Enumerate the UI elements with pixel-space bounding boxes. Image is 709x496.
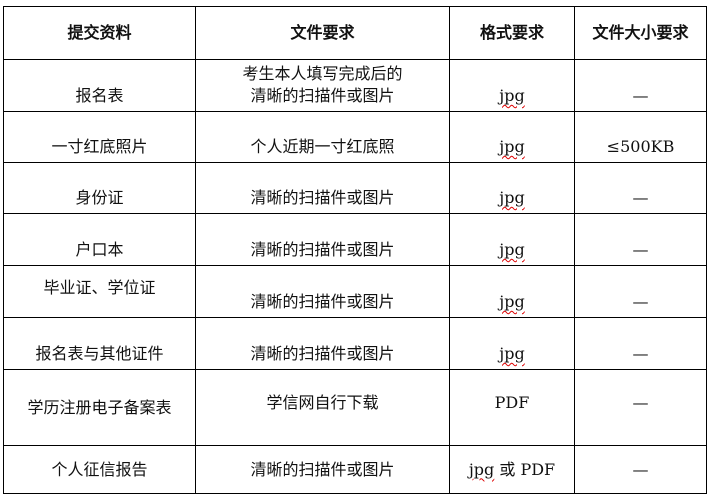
item-cell: 户口本 bbox=[3, 213, 196, 266]
table-row: 一寸红底照片 个人近期一寸红底照 jpg ≤500KB bbox=[3, 111, 707, 163]
requirement-cell: 清晰的扫描件或图片 bbox=[195, 213, 450, 266]
table-row: 户口本 清晰的扫描件或图片 jpg — bbox=[3, 213, 707, 266]
header-cell: 文件大小要求 bbox=[574, 6, 707, 60]
format-text: jpg bbox=[499, 240, 525, 259]
format-text-rest: 或 PDF bbox=[494, 459, 556, 479]
format-cell: jpg bbox=[449, 111, 575, 163]
table-row: 学历注册电子备案表 学信网自行下载 PDF — bbox=[3, 369, 707, 446]
format-cell: PDF bbox=[449, 369, 575, 446]
format-text: jpg bbox=[499, 292, 525, 311]
format-cell: jpg bbox=[449, 265, 575, 318]
format-cell: jpg bbox=[449, 317, 575, 370]
requirement-cell: 考生本人填写完成后的清晰的扫描件或图片 bbox=[195, 59, 450, 112]
size-cell: — bbox=[574, 265, 707, 318]
document-requirements-table: 提交资料 文件要求 格式要求 文件大小要求 报名表 考生本人填写完成后的清晰的扫… bbox=[3, 6, 707, 494]
header-cell: 文件要求 bbox=[195, 6, 450, 60]
size-cell: — bbox=[574, 445, 707, 494]
size-cell: ≤500KB bbox=[574, 111, 707, 163]
table-row: 个人征信报告 清晰的扫描件或图片 jpg 或 PDF — bbox=[3, 445, 707, 494]
item-cell: 报名表与其他证件 bbox=[3, 317, 196, 370]
size-cell: — bbox=[574, 59, 707, 112]
requirement-cell: 清晰的扫描件或图片 bbox=[195, 445, 450, 494]
requirement-cell: 学信网自行下载 bbox=[195, 369, 450, 446]
item-cell: 报名表 bbox=[3, 59, 196, 112]
format-text: jpg bbox=[499, 188, 525, 207]
format-cell: jpg bbox=[449, 59, 575, 112]
table-row: 报名表与其他证件 清晰的扫描件或图片 jpg — bbox=[3, 317, 707, 370]
header-cell: 格式要求 bbox=[449, 6, 575, 60]
format-text: jpg bbox=[499, 86, 525, 105]
header-row: 提交资料 文件要求 格式要求 文件大小要求 bbox=[3, 6, 707, 60]
format-text: jpg bbox=[499, 137, 525, 156]
requirement-cell: 清晰的扫描件或图片 bbox=[195, 265, 450, 318]
header-cell: 提交资料 bbox=[3, 6, 196, 60]
format-cell: jpg bbox=[449, 213, 575, 266]
format-text: jpg bbox=[468, 459, 495, 479]
size-cell: — bbox=[574, 317, 707, 370]
table-row: 报名表 考生本人填写完成后的清晰的扫描件或图片 jpg — bbox=[3, 59, 707, 112]
item-cell: 个人征信报告 bbox=[3, 445, 196, 494]
table-row: 身份证 清晰的扫描件或图片 jpg — bbox=[3, 162, 707, 214]
item-cell: 一寸红底照片 bbox=[3, 111, 196, 163]
item-cell: 身份证 bbox=[3, 162, 196, 214]
item-cell: 学历注册电子备案表 bbox=[3, 369, 196, 446]
size-cell: — bbox=[574, 213, 707, 266]
requirement-cell: 个人近期一寸红底照 bbox=[195, 111, 450, 163]
size-cell: — bbox=[574, 369, 707, 446]
item-cell: 毕业证、学位证 bbox=[3, 265, 196, 318]
table-row: 毕业证、学位证 清晰的扫描件或图片 jpg — bbox=[3, 265, 707, 318]
requirement-cell: 清晰的扫描件或图片 bbox=[195, 317, 450, 370]
size-cell: — bbox=[574, 162, 707, 214]
format-cell: jpg 或 PDF bbox=[449, 445, 575, 494]
format-text: jpg bbox=[499, 344, 525, 363]
requirement-cell: 清晰的扫描件或图片 bbox=[195, 162, 450, 214]
format-cell: jpg bbox=[449, 162, 575, 214]
